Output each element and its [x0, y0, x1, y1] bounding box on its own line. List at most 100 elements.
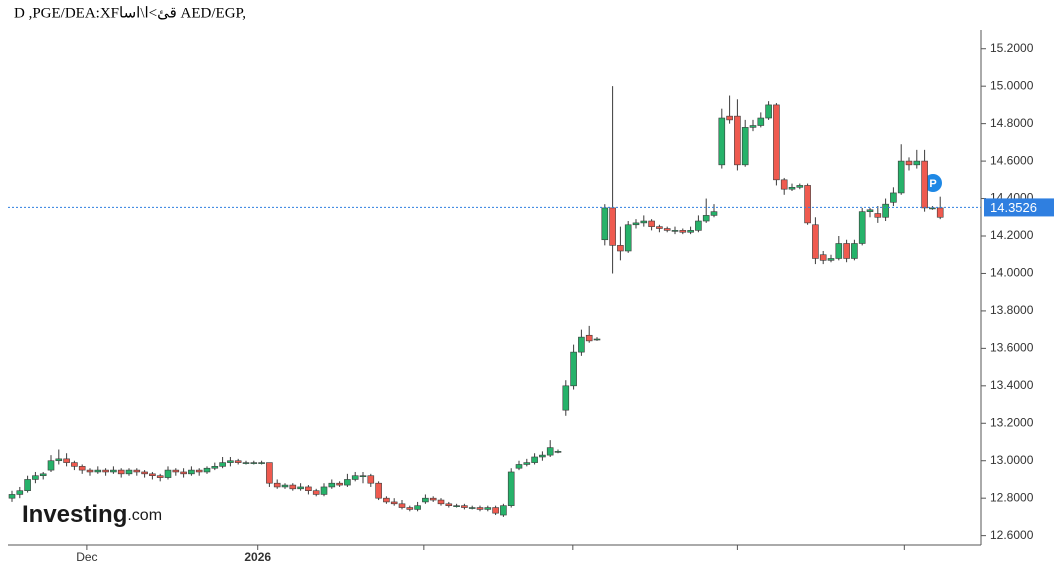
candle-body [523, 462, 531, 465]
y-tick-label: 14.2000 [990, 228, 1034, 242]
candle-body [882, 203, 889, 218]
candle-body [429, 497, 437, 501]
logo-brand: Investing [22, 501, 127, 528]
candle-body [624, 224, 632, 252]
candle-body [632, 222, 640, 226]
candle-body [507, 471, 515, 506]
candle-body [578, 336, 585, 353]
candle-body [913, 160, 921, 166]
candle-body [531, 456, 538, 463]
candle-body [414, 505, 421, 510]
candle-body [24, 479, 31, 491]
candle-body [617, 245, 624, 252]
candle-body [406, 507, 414, 510]
candle-body [827, 258, 835, 261]
candle-body [601, 207, 609, 241]
candle-body [484, 507, 492, 510]
candle-body [718, 117, 726, 166]
candle-body [359, 475, 367, 478]
candle-body [648, 220, 655, 227]
y-tick-label: 13.2000 [990, 415, 1034, 429]
candle-body [757, 117, 765, 126]
candle-body [110, 469, 117, 473]
candle-body [897, 160, 905, 194]
candle-body [8, 494, 16, 499]
candle-body [819, 254, 827, 261]
logo-suffix: .com [127, 507, 162, 524]
candle-body [734, 115, 741, 166]
candle-body [788, 187, 796, 190]
candle-body [570, 351, 577, 387]
candle-body [461, 505, 468, 508]
candle-body [86, 469, 94, 473]
candle-body [468, 507, 476, 509]
candle-body [695, 220, 702, 231]
candle-body [203, 467, 211, 473]
candle-body [921, 160, 928, 209]
candle-body [266, 462, 273, 484]
candle-body [180, 471, 187, 475]
last-price-label: 14.3526 [990, 200, 1037, 215]
candle-body [164, 469, 172, 478]
candle-body [149, 473, 156, 477]
candle-body [32, 475, 39, 480]
y-tick-label: 14.0000 [990, 266, 1034, 280]
candle-body [780, 179, 788, 190]
candle-body [445, 503, 453, 506]
candle-body [866, 209, 874, 212]
candle-body [554, 451, 562, 453]
candle-body [55, 458, 63, 462]
candle-body [234, 460, 242, 463]
candle-body [390, 501, 398, 505]
candle-body [63, 458, 70, 463]
candle-body [312, 490, 320, 495]
candle-body [702, 215, 710, 222]
candle-body [562, 385, 570, 411]
candle-body [492, 507, 499, 514]
candle-body [320, 486, 328, 495]
candle-body [351, 475, 359, 480]
pivot-icon-letter: P [929, 178, 936, 190]
candle-body [219, 462, 226, 467]
candle-body [39, 473, 47, 477]
candle-body [835, 243, 843, 259]
candle-body [16, 490, 24, 495]
candle-body [305, 486, 312, 491]
candle-body [765, 104, 772, 119]
y-tick-label: 14.6000 [990, 153, 1034, 167]
candle-body [383, 497, 390, 503]
y-tick-label: 12.6000 [990, 528, 1034, 542]
y-tick-label: 12.8000 [990, 490, 1034, 504]
candle-body [851, 243, 858, 259]
candle-body [141, 471, 148, 475]
y-tick-label: 13.6000 [990, 341, 1034, 355]
candle-body [936, 207, 944, 218]
y-tick-label: 15.2000 [990, 41, 1034, 55]
candle-body [117, 469, 125, 475]
candle-body [227, 460, 234, 463]
last-price-box [984, 198, 1054, 217]
y-tick-label: 13.4000 [990, 378, 1034, 392]
candle-body [858, 211, 866, 244]
chart-title: D ,PGE/DEA:XFقئ>ا\اسا AED/EGP, [14, 5, 246, 21]
candle-body [843, 243, 850, 259]
candle-body [773, 104, 780, 181]
candle-body [102, 469, 109, 473]
candle-body [679, 230, 687, 233]
candle-body [796, 185, 804, 188]
candle-body [663, 228, 671, 231]
candle-body [289, 484, 297, 490]
candle-body [375, 482, 382, 499]
candle-body [812, 224, 819, 259]
candle-body [422, 497, 429, 503]
candle-body [687, 230, 694, 233]
candle-body [749, 125, 757, 128]
candle-body [656, 226, 663, 229]
candle-body [671, 230, 679, 232]
candle-body [71, 462, 78, 467]
candle-body [195, 469, 203, 473]
y-tick-label: 13.0000 [990, 453, 1034, 467]
candle-body [437, 499, 445, 505]
